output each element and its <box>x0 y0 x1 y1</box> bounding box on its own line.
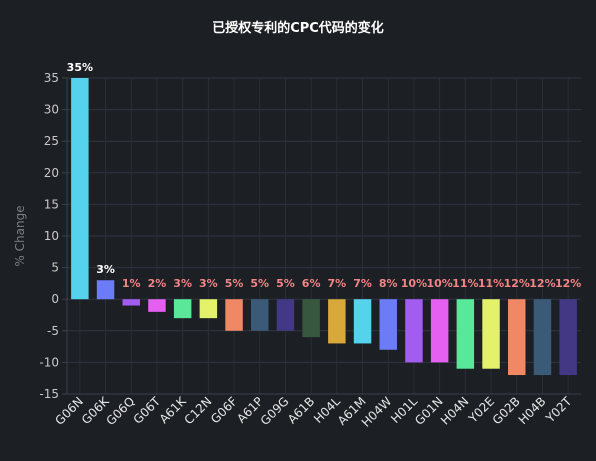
y-tick-label: 25 <box>44 134 59 148</box>
y-tick-label: 35 <box>44 71 59 85</box>
chart-title: 已授权专利的CPC代码的变化 <box>212 21 384 36</box>
data-label: 5% <box>225 277 244 290</box>
bar-h04w <box>379 299 397 350</box>
x-tick-label: C12N <box>182 394 215 427</box>
x-tick-label: G06Q <box>103 394 137 428</box>
bar-a61b <box>302 299 320 338</box>
data-label: 3% <box>173 277 192 290</box>
y-tick-label: -5 <box>47 324 59 338</box>
bar-g01n <box>430 299 449 363</box>
data-label: 5% <box>250 277 269 290</box>
bar-a61p <box>251 299 269 331</box>
bar-h01l <box>405 299 423 363</box>
y-axis-label: % Change <box>13 205 27 266</box>
data-label: 12% <box>555 277 581 290</box>
bar-g06q <box>122 299 140 306</box>
x-tick-label: H04N <box>438 394 471 427</box>
x-tick-label: G01N <box>412 394 446 428</box>
data-label: 7% <box>328 277 347 290</box>
data-label: 1% <box>122 277 141 290</box>
bar-g09g <box>276 299 295 331</box>
data-label: 2% <box>148 277 167 290</box>
bar-g06f <box>225 299 243 331</box>
data-label: 10% <box>401 277 427 290</box>
bar-g06t <box>148 299 166 312</box>
y-tick-label: 10 <box>44 229 59 243</box>
x-tick-label: H04B <box>516 394 549 427</box>
y-tick-label: -10 <box>39 355 59 369</box>
x-tick-label: A61B <box>285 394 317 426</box>
x-tick-label: G06F <box>208 394 240 426</box>
x-tick-label: G06T <box>131 394 164 427</box>
data-label: 8% <box>379 277 398 290</box>
bar-c12n <box>199 299 218 319</box>
data-label: 7% <box>353 277 372 290</box>
y-tick-label: 30 <box>44 103 59 117</box>
data-label: 5% <box>276 277 295 290</box>
bar-g06k <box>96 280 115 300</box>
x-tick-label: G02B <box>490 394 523 427</box>
bar-g02b <box>508 299 526 376</box>
y-tick-label: 20 <box>44 166 59 180</box>
y-tick-label: -15 <box>39 387 59 401</box>
data-label: 3% <box>96 263 115 276</box>
bar-a61k <box>173 299 192 319</box>
bar-h04n <box>456 299 475 369</box>
data-label: 12% <box>529 277 555 290</box>
data-label: 11% <box>478 277 504 290</box>
data-label: 35% <box>67 61 93 74</box>
bar-h04b <box>533 299 552 376</box>
y-tick-label: 5 <box>51 261 59 275</box>
bar-g06n <box>71 78 89 300</box>
x-tick-label: Y02T <box>542 394 574 426</box>
bar-a61m <box>353 299 372 344</box>
x-tick-label: H04W <box>359 394 395 430</box>
bar-y02e <box>482 299 500 369</box>
data-label: 11% <box>452 277 478 290</box>
data-label: 3% <box>199 277 218 290</box>
data-label: 10% <box>426 277 452 290</box>
data-label: 6% <box>302 277 321 290</box>
y-tick-label: 15 <box>44 197 59 211</box>
data-label: 12% <box>504 277 530 290</box>
bar-h04l <box>328 299 346 344</box>
x-tick-label: G09G <box>258 394 292 428</box>
y-tick-label: 0 <box>51 292 59 306</box>
bar-y02t <box>559 299 577 376</box>
